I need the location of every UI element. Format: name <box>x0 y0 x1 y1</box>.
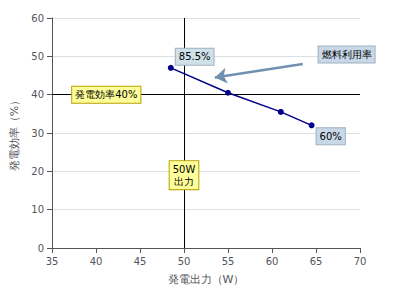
svg-text:45: 45 <box>134 256 147 267</box>
svg-text:55: 55 <box>222 256 235 267</box>
svg-text:20: 20 <box>31 166 44 177</box>
svg-text:70: 70 <box>354 256 367 267</box>
svg-text:85.5%: 85.5% <box>179 51 211 62</box>
svg-text:60: 60 <box>31 13 44 24</box>
svg-text:60: 60 <box>266 256 279 267</box>
svg-text:発電出力（W）: 発電出力（W） <box>168 273 245 286</box>
svg-text:50W: 50W <box>173 164 196 175</box>
svg-text:40: 40 <box>90 256 103 267</box>
svg-text:50: 50 <box>178 256 191 267</box>
svg-text:10: 10 <box>31 204 44 215</box>
svg-text:30: 30 <box>31 128 44 139</box>
svg-text:0: 0 <box>38 243 44 254</box>
svg-text:発電効率（%）: 発電効率（%） <box>8 95 21 171</box>
svg-text:50: 50 <box>31 51 44 62</box>
svg-text:40: 40 <box>31 89 44 100</box>
svg-text:発電効率40%: 発電効率40% <box>75 89 137 100</box>
svg-text:60%: 60% <box>320 131 342 142</box>
svg-text:35: 35 <box>46 256 59 267</box>
svg-text:65: 65 <box>310 256 323 267</box>
svg-text:燃料利用率: 燃料利用率 <box>322 49 372 60</box>
svg-text:出力: 出力 <box>174 176 194 187</box>
